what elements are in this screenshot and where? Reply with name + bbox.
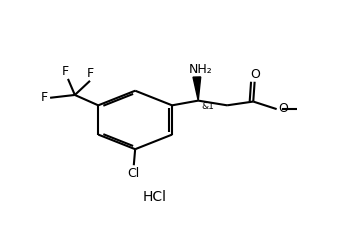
Text: O: O (278, 102, 288, 115)
Text: &1: &1 (202, 102, 214, 110)
Polygon shape (193, 77, 201, 101)
Text: O: O (251, 68, 261, 81)
Text: Cl: Cl (128, 167, 140, 180)
Text: F: F (41, 91, 48, 104)
Text: F: F (87, 67, 94, 80)
Text: HCl: HCl (142, 190, 166, 204)
Text: NH₂: NH₂ (188, 62, 212, 75)
Text: F: F (62, 65, 69, 78)
